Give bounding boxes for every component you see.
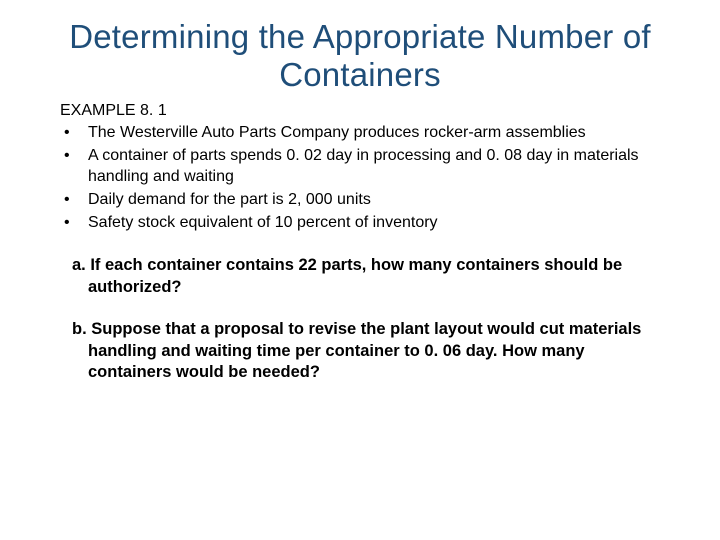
list-item: Safety stock equivalent of 10 percent of… xyxy=(60,212,660,233)
question-a: a. If each container contains 22 parts, … xyxy=(60,255,660,299)
bullet-list: The Westerville Auto Parts Company produ… xyxy=(60,122,660,234)
list-item: A container of parts spends 0. 02 day in… xyxy=(60,145,660,187)
question-b: b. Suppose that a proposal to revise the… xyxy=(60,319,660,384)
list-item: Daily demand for the part is 2, 000 unit… xyxy=(60,189,660,210)
list-item: The Westerville Auto Parts Company produ… xyxy=(60,122,660,143)
slide: Determining the Appropriate Number of Co… xyxy=(0,0,720,540)
slide-title: Determining the Appropriate Number of Co… xyxy=(60,18,660,94)
example-label: EXAMPLE 8. 1 xyxy=(60,102,660,120)
